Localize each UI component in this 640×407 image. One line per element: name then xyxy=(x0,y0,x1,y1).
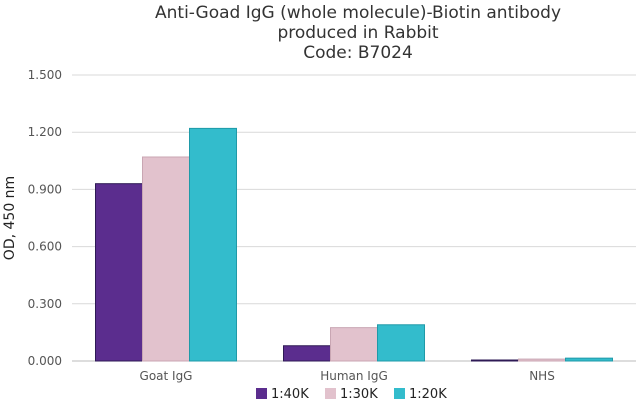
bars xyxy=(95,127,613,362)
legend-entry: 1:30K xyxy=(340,387,378,402)
x-tick-label: Human IgG xyxy=(320,369,388,383)
legend-entry: 1:20K xyxy=(409,387,447,402)
y-axis-label: OD, 450 nm xyxy=(2,176,18,260)
bar-human-igg-1-40k xyxy=(283,345,331,362)
legend-swatch xyxy=(325,388,336,399)
chart-title-line-1: Anti-Goad IgG (whole molecule)-Biotin an… xyxy=(155,3,561,23)
y-tick-label: 1.500 xyxy=(28,68,62,82)
bar-nhs-1-40k xyxy=(471,359,519,362)
bar-human-igg-1-20k xyxy=(377,324,425,362)
bar-human-igg-1-30k xyxy=(330,327,378,362)
legend-swatch xyxy=(394,388,405,399)
chart-title-line-2: produced in Rabbit xyxy=(277,23,438,43)
y-tick-label: 0.900 xyxy=(28,182,62,196)
legend: 1:40K 1:30K 1:20K xyxy=(256,387,447,402)
y-tick-label: 0.000 xyxy=(28,354,62,368)
chart-title-line-3: Code: B7024 xyxy=(303,43,413,63)
bar-nhs-1-30k xyxy=(518,358,566,362)
y-tick-labels: 0.000 0.300 0.600 0.900 1.200 1.500 xyxy=(28,68,62,368)
legend-swatch xyxy=(256,388,267,399)
chart-title: Anti-Goad IgG (whole molecule)-Biotin an… xyxy=(155,3,561,63)
y-tick-label: 0.300 xyxy=(28,297,62,311)
y-tick-label: 0.600 xyxy=(28,240,62,254)
legend-entry: 1:40K xyxy=(271,387,309,402)
bar-goat-igg-1-30k xyxy=(142,156,190,362)
bar-goat-igg-1-40k xyxy=(95,183,143,362)
x-tick-label: Goat IgG xyxy=(140,369,193,383)
x-tick-labels: Goat IgG Human IgG NHS xyxy=(140,369,555,383)
bar-nhs-1-20k xyxy=(565,357,613,362)
bar-goat-igg-1-20k xyxy=(189,127,237,362)
y-tick-label: 1.200 xyxy=(28,125,62,139)
x-tick-label: NHS xyxy=(529,369,555,383)
